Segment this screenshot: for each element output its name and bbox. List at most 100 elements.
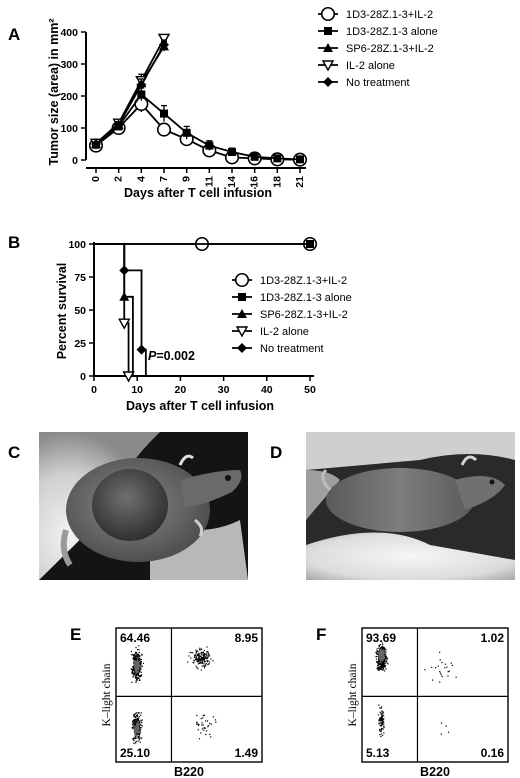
chart-a-series-line [95,102,301,161]
chart-b-ytick-label: 0 [80,371,86,383]
chart-a-point [228,148,236,156]
legend-a-marker [321,60,335,72]
chart-a-ytick-label: 300 [60,59,78,71]
flow-xlabel: B220 [420,765,450,778]
chart-a-point [113,119,124,130]
chart-a-xtick-label: 21 [294,176,306,188]
flow-events [375,642,457,738]
chart-b-xtick-label: 20 [175,384,187,396]
legend-b-entry: 1D3-28Z.1-3 alone [260,292,352,304]
legend-a-entry: 1D3-28Z.1-3+IL-2 [346,9,433,21]
legend-b-entry: No treatment [260,343,324,355]
legend-b-marker [234,272,250,288]
panel-label-f: F [316,625,326,644]
chart-b-ytick-label: 100 [68,239,86,251]
legend-a-entry: IL-2 alone [346,60,395,72]
flow-events [130,645,217,744]
chart-b-point [119,265,130,276]
legend-a-entry: SP6-28Z.1-3+IL-2 [346,43,434,55]
panel-label-b: B [8,233,20,252]
mouse-photo-d [306,432,515,580]
quadrant-bottom-right-value: 1.49 [235,746,259,760]
legend-a-entry: No treatment [346,77,410,89]
chart-b-xtick-label: 10 [131,384,143,396]
flow-plot-f: 93.69 1.02 5.13 0.16 K–light chain B220 [347,627,509,778]
chart-a-series-line [95,44,165,145]
chart-a-xtick-label: 14 [226,176,238,188]
chart-a-point [273,154,282,163]
panel-label-d: D [270,443,282,462]
chart-a-point [205,141,214,150]
quadrant-bottom-right-value: 0.16 [481,746,505,760]
legend-b-entry: SP6-28Z.1-3+IL-2 [260,309,348,321]
legend-b-marker [238,293,246,301]
legend-a-marker [323,77,333,87]
chart-a-point [250,152,259,161]
legend-a-marker [324,27,332,35]
chart-b-legend: 1D3-28Z.1-3+IL-2 1D3-28Z.1-3 alone SP6-28Z… [232,272,352,355]
flow-ylabel: K–light chain [347,663,359,726]
chart-b-point [122,371,135,383]
chart-a-ytick-label: 0 [72,155,78,167]
chart-b-ytick-label: 75 [74,272,86,284]
chart-b-xlabel: Days after T cell infusion [126,399,274,413]
mouse-photo-c [39,432,248,580]
quadrant-top-left-value: 93.69 [366,631,396,645]
chart-a-xtick-label: 16 [249,176,261,188]
chart-a-xtick-label: 18 [271,176,283,188]
chart-a-ytick-label: 200 [60,91,78,103]
chart-a-series-line [95,93,301,161]
legend-b-marker [237,343,247,353]
chart-b-ytick-label: 25 [74,338,86,350]
chart-a-series-line [95,37,165,145]
chart-a-point [157,33,171,45]
flow-plot-frame [115,627,263,763]
flow-xlabel: B220 [174,765,204,778]
chart-b-xtick-label: 50 [304,384,316,396]
chart-b-ytick-label: 50 [74,305,86,317]
chart-a-xtick-label: 4 [135,176,147,182]
legend-b-marker [237,309,247,318]
chart-a-xtick-label: 2 [113,176,125,182]
chart-a-point [296,155,304,164]
chart-a-xtick-label: 11 [203,176,215,187]
chart-a-point [160,109,168,118]
chart-a-legend: 1D3-28Z.1-3+IL-2 1D3-28Z.1-3 alone SP6-28Z… [318,6,438,89]
chart-b-series-line [94,243,134,376]
panel-label-c: C [8,443,20,462]
legend-b-entry: 1D3-28Z.1-3+IL-2 [260,275,347,287]
survival-chart: 0 25 50 75 100 0 10 20 30 40 50 [68,236,318,396]
legend-a-marker [323,43,333,52]
legend-a-marker [320,6,336,22]
chart-b-xtick-label: 40 [261,384,273,396]
chart-b-point [136,344,147,355]
chart-b-series-line [94,243,147,376]
tumor-size-chart: 0 100 200 300 400 0 2 4 7 9 11 14 16 18 21 [60,27,308,188]
flow-plot-e: 64.46 8.95 25.10 1.49 K–light chain B220 [101,627,263,778]
chart-a-point [91,139,101,149]
chart-a-xtick-label: 0 [90,176,102,182]
p-value-annotation: P=0.002 [148,349,195,363]
chart-a-ytick-label: 400 [60,27,78,39]
legend-b-marker [235,326,249,338]
chart-a-xtick-label: 7 [158,176,170,182]
chart-b-point [306,240,314,248]
chart-a-ytick-label: 100 [60,123,78,135]
chart-a-point [159,39,169,50]
legend-a-entry: 1D3-28Z.1-3 alone [346,26,438,38]
chart-b-point [118,318,131,330]
chart-b-xtick-label: 30 [218,384,230,396]
quadrant-top-right-value: 8.95 [235,631,259,645]
legend-b-entry: IL-2 alone [260,326,309,338]
flow-ylabel: K–light chain [101,663,113,726]
panel-label-a: A [8,25,20,44]
panel-label-e: E [70,625,81,644]
chart-a-point [156,122,172,137]
chart-a-ylabel: Tumor size (area) in mm² [47,18,61,165]
chart-a-point [137,90,146,99]
quadrant-bottom-left-value: 5.13 [366,746,390,760]
chart-a-xtick-label: 9 [181,176,193,182]
chart-b-ylabel: Percent survival [55,263,69,360]
chart-a-point [182,128,191,137]
